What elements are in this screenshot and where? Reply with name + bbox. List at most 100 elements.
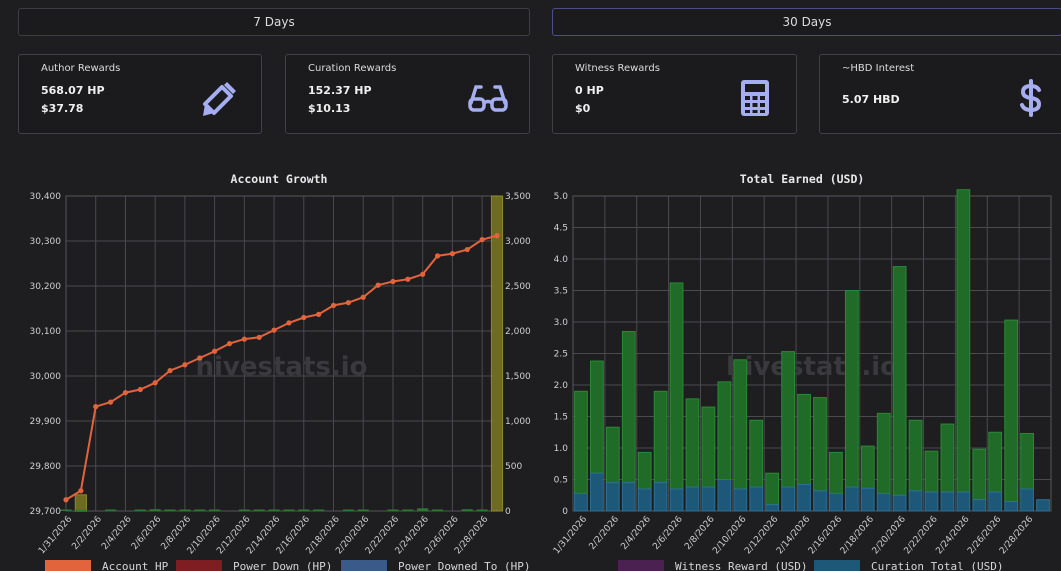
data-point: [479, 237, 485, 243]
y-tick-label: 4.5: [554, 224, 568, 234]
bar-curation: [701, 486, 716, 512]
curation-rewards-card: Curation Rewards 152.37 HP $10.13: [285, 54, 530, 134]
bar: [75, 509, 87, 511]
x-tick-label: 2/28/2026: [998, 514, 1035, 556]
y2-tick-label: 2,500: [505, 282, 531, 292]
y-tick-label: 29,700: [30, 507, 62, 517]
plot-border: [572, 195, 1052, 512]
y-tick-label: 30,400: [30, 192, 62, 202]
legend-swatch: [45, 560, 91, 571]
bar-curation: [908, 490, 923, 512]
bar: [476, 509, 488, 511]
tab-7-days[interactable]: 7 Days: [18, 8, 530, 36]
data-point: [78, 488, 84, 494]
bar-curation: [685, 486, 700, 512]
bar-curation: [653, 482, 668, 512]
data-point: [226, 341, 233, 347]
bar-green: [637, 451, 652, 490]
y2-tick-label: 3,000: [505, 237, 531, 247]
y-tick-label: 29,800: [30, 462, 62, 472]
bar-green: [829, 451, 843, 494]
watermark: hivestats.io: [195, 352, 367, 382]
bar: [238, 509, 250, 511]
bar-green: [749, 419, 764, 488]
witness-rewards-card: Witness Rewards 0 HP $0: [552, 54, 797, 134]
bar-curation: [892, 494, 907, 512]
bar-curation: [1036, 499, 1050, 512]
card-value-usd: $37.78: [41, 102, 84, 115]
bar: [357, 509, 369, 511]
bar-green: [590, 360, 604, 474]
legend-label: Power Downed To (HP): [398, 560, 530, 571]
bar-curation: [829, 492, 843, 512]
data-point: [286, 320, 292, 326]
y-tick-label: 5.0: [554, 192, 569, 202]
y2-tick-label: 1,500: [505, 372, 531, 382]
bar: [74, 494, 87, 512]
legend-label: Curation Total (USD): [871, 560, 1003, 571]
data-point: [494, 233, 500, 239]
data-point: [197, 355, 203, 361]
data-point: [182, 362, 188, 368]
card-value-hp: 568.07 HP: [41, 84, 105, 97]
y-tick-label: 30,300: [30, 237, 62, 247]
bar: [387, 509, 399, 511]
data-point: [122, 390, 129, 396]
bar: [490, 195, 504, 512]
bar: [164, 509, 176, 511]
x-tick-label: 1/31/2026: [552, 514, 589, 556]
legend-swatch: [618, 560, 664, 571]
data-point: [330, 302, 337, 308]
bar-curation: [972, 499, 987, 512]
card-label: ~HBD Interest: [842, 63, 915, 74]
bar-green: [892, 266, 907, 496]
bar-curation: [844, 486, 859, 512]
bar-green: [653, 390, 668, 484]
y-tick-label: 2.0: [554, 381, 569, 391]
bar-green: [574, 390, 588, 494]
card-label: Curation Rewards: [308, 63, 397, 74]
data-point: [271, 327, 277, 333]
bar-green: [685, 398, 700, 488]
y2-tick-label: 1,000: [505, 417, 531, 427]
x-tick-label: 2/4/2026: [619, 514, 653, 552]
bar-green: [956, 189, 971, 493]
bar: [313, 509, 325, 511]
x-tick-label: 2/2/2026: [587, 514, 621, 552]
bar-curation: [813, 490, 827, 512]
bar: [60, 509, 72, 511]
card-value-hp: 152.37 HP: [308, 84, 372, 97]
bar-curation: [1020, 488, 1034, 512]
bar-green: [605, 426, 620, 484]
x-tick-label: 1/31/2026: [37, 514, 74, 556]
x-tick-label: 2/4/2026: [100, 514, 134, 552]
bar-green: [1004, 319, 1019, 503]
x-tick-label: 2/6/2026: [651, 514, 685, 552]
bar-curation: [717, 479, 732, 512]
bar: [298, 509, 310, 511]
dollar-icon: [1020, 79, 1042, 117]
bar-green: [972, 448, 987, 501]
y-tick-label: 2.5: [554, 350, 568, 360]
y-tick-label: 4.0: [554, 255, 569, 265]
data-point: [405, 276, 411, 282]
bar-green: [781, 351, 795, 488]
bar: [105, 509, 117, 511]
y2-tick-label: 0: [505, 507, 511, 517]
tab-30-days[interactable]: 30 Days: [552, 8, 1061, 36]
card-value-hbd: 5.07 HBD: [842, 93, 900, 106]
card-value-hp: 0 HP: [575, 84, 604, 97]
bar-green: [844, 290, 859, 488]
bar-green: [940, 423, 955, 493]
bar-green: [765, 472, 780, 506]
bar-green: [701, 406, 716, 488]
y2-tick-label: 500: [505, 462, 522, 472]
bar-curation: [765, 504, 780, 512]
pencil-icon: [203, 82, 236, 116]
data-point: [345, 300, 351, 306]
legend-label: Witness Reward (USD): [675, 560, 807, 571]
data-point: [167, 368, 173, 374]
watermark: hivestats.io: [726, 352, 898, 382]
bar-curation: [621, 482, 636, 512]
